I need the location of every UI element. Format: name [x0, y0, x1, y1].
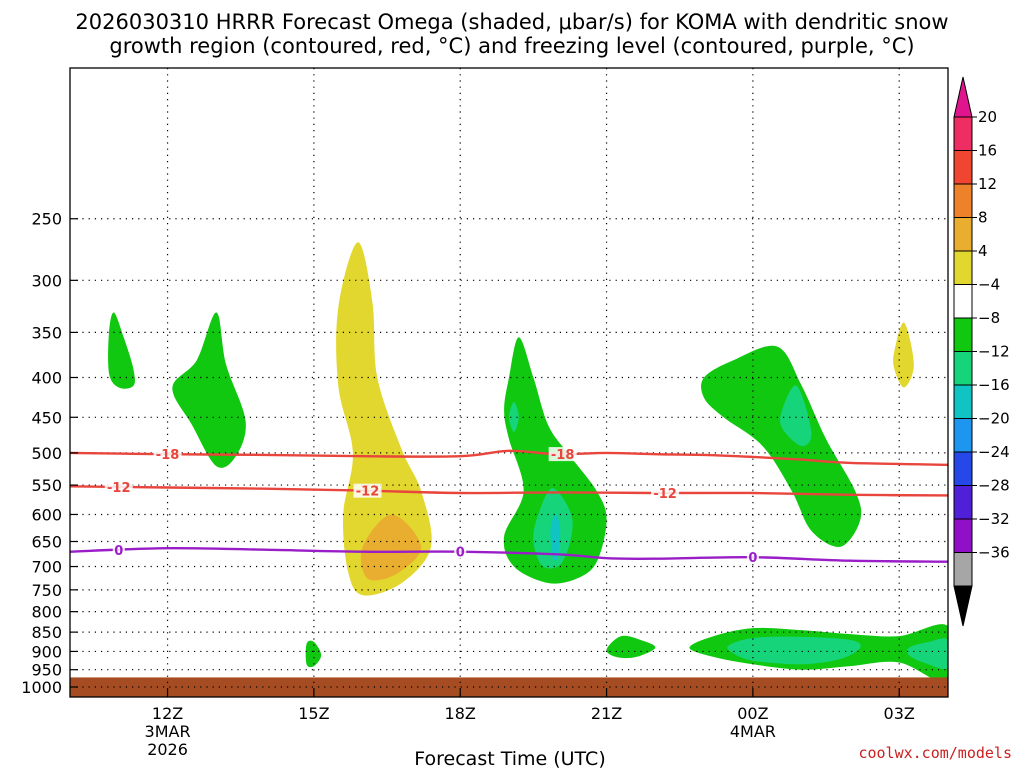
omega-region-10	[780, 385, 812, 447]
contour-m12c-label-3: -12	[653, 487, 677, 502]
omega-region-9	[701, 345, 862, 547]
x-tick-label-03Z: 03Z	[884, 704, 915, 723]
colorbar-swatch-5	[953, 250, 973, 285]
colorbar-swatch-4	[953, 217, 973, 252]
contour-m12c-label-bg-3	[651, 485, 680, 500]
y-tick-label-650: 650	[31, 533, 62, 552]
omega-region-4	[360, 514, 422, 581]
x-tick-label-18Z: 18Z	[445, 704, 476, 723]
colorbar-label-1: 20	[978, 108, 997, 126]
x-tick-label-15Z: 15Z	[298, 704, 329, 723]
contour-m12c-label-1: -12	[107, 481, 131, 496]
y-tick-label-700: 700	[31, 558, 62, 577]
colorbar-label-5: 4	[978, 242, 988, 260]
y-tick-label-450: 450	[31, 408, 62, 427]
x-tick-label-21Z: 21Z	[591, 704, 622, 723]
colorbar-swatch-7	[953, 317, 973, 352]
credit-text: coolwx.com/models	[858, 744, 1012, 762]
colorbar-swatch-14	[953, 552, 973, 587]
colorbar-swatch-8	[953, 351, 973, 386]
contour-0c-label-bg-1	[112, 542, 125, 557]
contour-0c-label-3: 0	[748, 551, 757, 566]
colorbar-label-2: 16	[978, 142, 997, 160]
contour-layer: -18 -18 -12 -12 -12 0 0 0	[69, 447, 949, 566]
y-tick-label-400: 400	[31, 369, 62, 388]
colorbar-label-12: −28	[978, 477, 1010, 495]
colorbar-top-arrow	[953, 76, 973, 118]
colorbar-bottom-arrow	[953, 585, 973, 627]
colorbar-label-11: −24	[978, 443, 1010, 461]
colorbar-label-13: −32	[978, 510, 1010, 528]
colorbar-swatch-9	[953, 384, 973, 419]
omega-region-15	[727, 636, 861, 665]
y-tick-label-900: 900	[31, 642, 62, 661]
omega-region-16	[906, 638, 948, 669]
x-tick-sublabel-00Z-1: 4MAR	[730, 722, 776, 741]
plot-frame	[69, 67, 949, 698]
y-tick-label-950: 950	[31, 661, 62, 680]
y-tick-label-1000: 1000	[21, 678, 62, 697]
omega-region-3	[336, 242, 432, 596]
y-tick-label-800: 800	[31, 603, 62, 622]
y-tick-label-750: 750	[31, 581, 62, 600]
contour-m12c-line	[69, 485, 949, 497]
omega-region-13	[606, 635, 656, 659]
y-tick-label-250: 250	[31, 210, 62, 229]
omega-region-11	[893, 322, 914, 388]
colorbar-label-4: 8	[978, 209, 988, 227]
contour-m12c-label-bg-1	[104, 479, 133, 494]
colorbar-swatch-1	[953, 116, 973, 151]
chart-title-line-2: growth region (contoured, red, °C) and f…	[109, 34, 914, 58]
contour-0c-label-bg-2	[454, 544, 467, 559]
colorbar: 20 16 12 8 4 −4 −8 −12 −16 −20 −24 −28 −32 −36	[953, 76, 1010, 627]
contour-m18c-label-1: -18	[156, 448, 180, 463]
omega-region-12	[305, 640, 322, 668]
colorbar-label-6: −4	[978, 276, 1000, 294]
grid	[70, 68, 948, 697]
colorbar-swatch-12	[953, 485, 973, 520]
contour-m18c-label-bg-1	[153, 447, 182, 462]
contour-m12c-label-2: -12	[356, 485, 380, 500]
y-tick-label-300: 300	[31, 271, 62, 290]
y-tick-label-850: 850	[31, 623, 62, 642]
colorbar-swatch-6	[953, 284, 973, 319]
plot-area	[70, 242, 948, 697]
x-tick-label-12Z: 12Z	[152, 704, 183, 723]
ground-surface	[70, 677, 948, 697]
contour-m18c-label-bg-2	[548, 447, 577, 462]
colorbar-swatch-3	[953, 183, 973, 218]
contour-m18c-label-2: -18	[551, 448, 575, 463]
colorbar-swatch-13	[953, 518, 973, 553]
colorbar-label-3: 12	[978, 175, 997, 193]
colorbar-label-8: −12	[978, 343, 1010, 361]
x-axis-title: Forecast Time (UTC)	[414, 748, 605, 768]
y-axis: 2503003504004505005506006507007508008509…	[21, 210, 78, 697]
contour-0c-label-1: 0	[114, 544, 123, 559]
colorbar-swatch-10	[953, 418, 973, 453]
y-tick-label-550: 550	[31, 476, 62, 495]
x-tick-label-00Z: 00Z	[737, 704, 768, 723]
colorbar-label-14: −36	[978, 544, 1010, 562]
contour-m12c-label-bg-2	[353, 483, 382, 498]
colorbar-swatch-11	[953, 451, 973, 486]
y-tick-label-350: 350	[31, 323, 62, 342]
omega-region-7	[550, 514, 561, 561]
chart-title-line-1: 2026030310 HRRR Forecast Omega (shaded, …	[75, 10, 948, 34]
omega-region-1	[108, 312, 135, 389]
contour-0c-label-bg-3	[746, 550, 759, 565]
contour-0c-line	[69, 546, 949, 563]
colorbar-label-7: −8	[978, 309, 1000, 327]
x-tick-sublabel-12Z-1: 3MAR	[145, 722, 191, 741]
omega-region-8	[509, 401, 519, 432]
colorbar-swatch-2	[953, 150, 973, 185]
x-tick-sublabel-12Z-2: 2026	[147, 740, 188, 759]
y-tick-label-600: 600	[31, 505, 62, 524]
colorbar-label-9: −16	[978, 376, 1010, 394]
contour-0c-label-2: 0	[456, 546, 465, 561]
omega-region-2	[172, 312, 246, 468]
colorbar-label-10: −20	[978, 410, 1010, 428]
y-tick-label-500: 500	[31, 444, 62, 463]
